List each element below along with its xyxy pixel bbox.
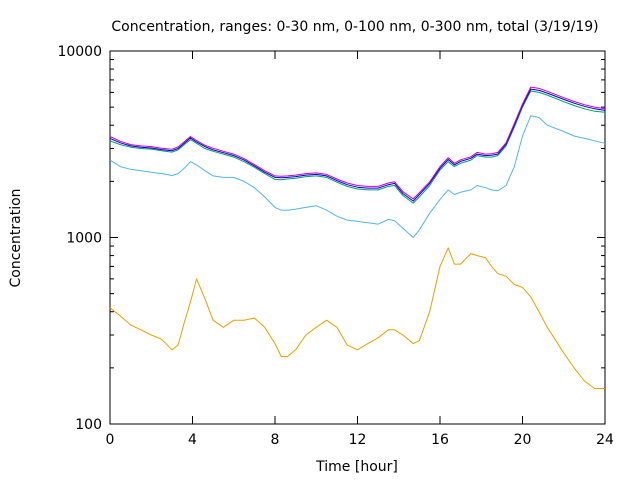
- y-tick-label: 10000: [57, 44, 102, 60]
- series-line-5: [109, 86, 606, 200]
- x-tick-label: 24: [596, 432, 614, 448]
- x-tick-label: 20: [514, 432, 532, 448]
- chart-title: Concentration, ranges: 0-30 nm, 0-100 nm…: [111, 19, 598, 35]
- x-tick-label: 12: [349, 432, 367, 448]
- x-tick-label: 4: [188, 432, 197, 448]
- x-axis-label: Time [hour]: [315, 459, 398, 475]
- y-tick-label: 1000: [66, 231, 102, 247]
- y-tick-label: 100: [75, 417, 102, 433]
- x-tick-label: 16: [431, 432, 449, 448]
- series-line-2: [109, 115, 606, 238]
- series-line-1: [109, 247, 605, 389]
- plot-area: 0 4 8 12 16 20 24 100 1000 10000: [57, 44, 614, 448]
- x-tick-label: 8: [271, 432, 280, 448]
- plot-frame: [109, 50, 606, 425]
- y-axis-label: Concentration: [8, 188, 24, 287]
- series-line-3: [109, 90, 606, 204]
- series-line-4: [109, 88, 606, 202]
- x-tick-label: 0: [106, 432, 115, 448]
